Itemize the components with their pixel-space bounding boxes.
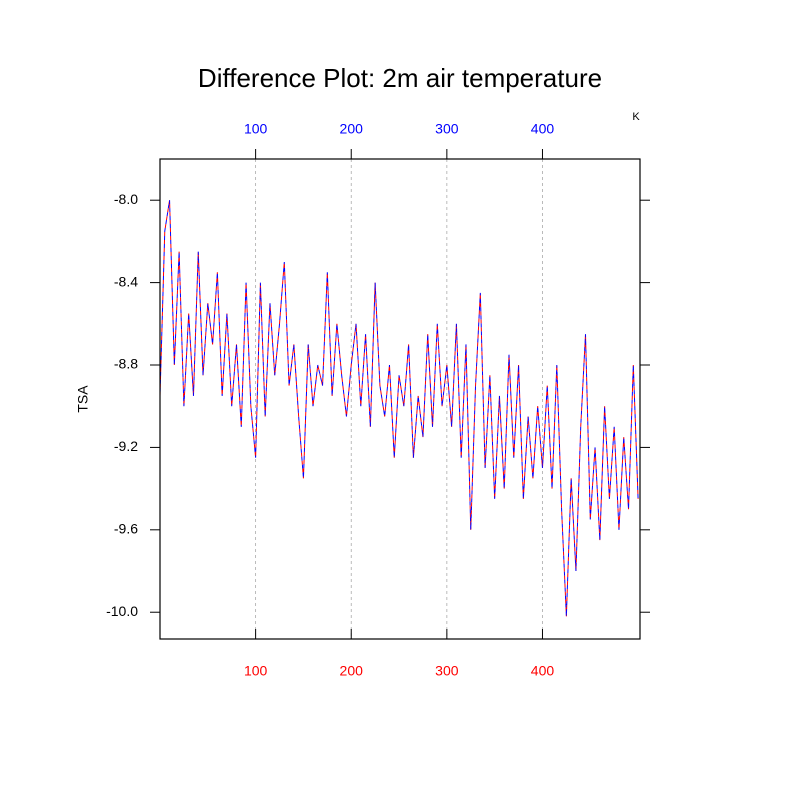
y-tick-label: -8.0 <box>114 191 138 207</box>
units: K <box>632 111 640 123</box>
x-tick-label-top: 200 <box>340 121 364 137</box>
x-tick-label: 300 <box>435 663 459 679</box>
chart-title: Difference Plot: 2m air temperature <box>198 63 602 93</box>
series-line <box>159 200 639 617</box>
y-tick-label: -8.8 <box>114 356 138 372</box>
x-tick-label-top: 300 <box>435 121 459 137</box>
x-tick-label-top: 100 <box>244 121 268 137</box>
y-tick-label: -9.6 <box>114 521 138 537</box>
x-tick-label-top: 400 <box>531 121 555 137</box>
y-tick-label: -9.2 <box>114 438 138 454</box>
x-tick-label: 200 <box>340 663 364 679</box>
x-tick-label: 100 <box>244 663 268 679</box>
y-tick-label: -8.4 <box>114 273 138 289</box>
series-line <box>159 200 639 617</box>
y-axis-label: TSA <box>75 385 91 413</box>
x-tick-label: 400 <box>531 663 555 679</box>
y-tick-label: -10.0 <box>106 603 138 619</box>
plot-frame <box>159 158 641 640</box>
